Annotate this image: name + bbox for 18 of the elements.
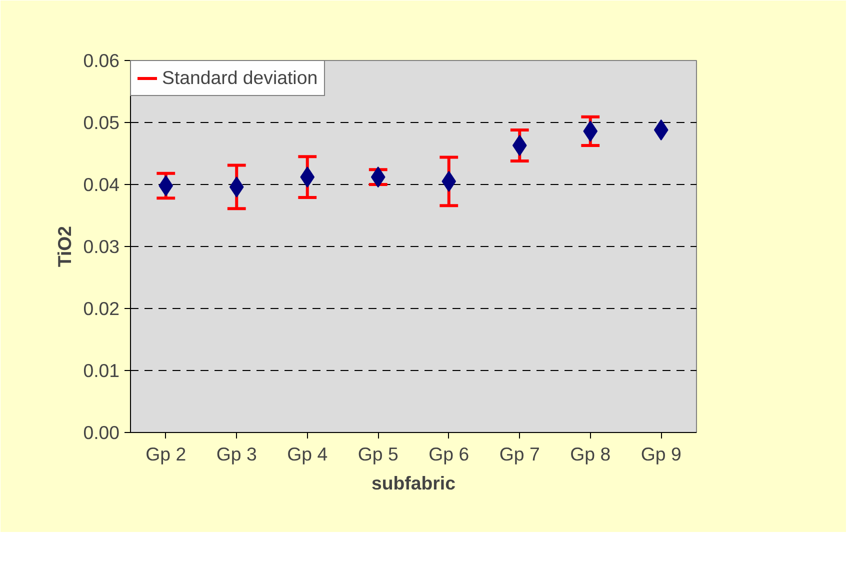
- x-tick-label: Gp 9: [640, 444, 682, 464]
- y-tick-label: 0.03: [83, 236, 120, 257]
- x-tick-label: Gp 8: [570, 444, 611, 464]
- x-tick-label: Gp 5: [358, 444, 398, 464]
- text: Standard deviation: [162, 67, 318, 89]
- y-tick-label: 0.00: [83, 422, 120, 443]
- x-tick-label: Gp 4: [287, 444, 328, 464]
- x-axis-title: subfabric: [372, 472, 456, 494]
- y-tick-label: 0.05: [83, 112, 120, 133]
- x-tick-label: Gp 7: [499, 444, 540, 464]
- y-tick-label: 0.06: [83, 50, 120, 71]
- x-tick-label: Gp 6: [428, 444, 470, 464]
- x-tick-label: Gp 2: [146, 444, 186, 464]
- x-tick-label: Gp 3: [216, 444, 257, 464]
- y-axis-title: TiO2: [54, 226, 76, 268]
- y-tick-label: 0.04: [83, 174, 120, 195]
- y-tick-label: 0.01: [83, 360, 120, 381]
- y-tick-label: 0.02: [83, 298, 120, 319]
